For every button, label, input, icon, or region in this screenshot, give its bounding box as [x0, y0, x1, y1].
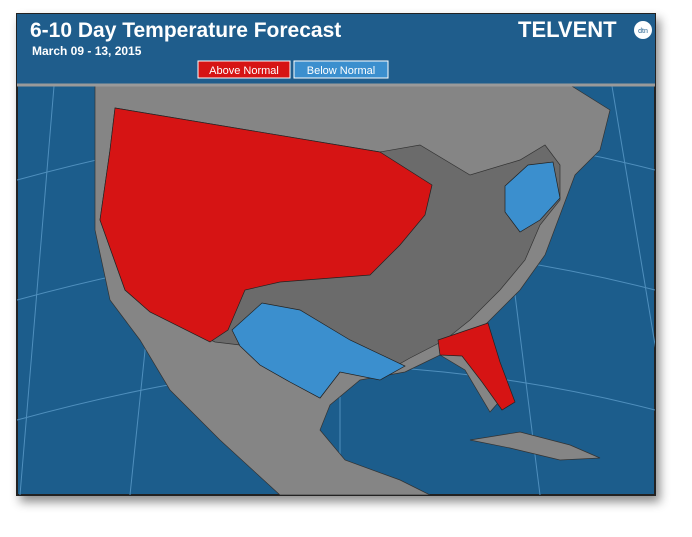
subtitle: March 09 - 13, 2015: [32, 44, 142, 58]
legend-label: Below Normal: [307, 65, 375, 77]
below-normal-south: [231, 302, 406, 399]
title: 6-10 Day Temperature Forecast: [30, 19, 341, 42]
legend-swatch-above: [197, 60, 291, 79]
below-normal-northeast: [504, 161, 561, 233]
above-normal-west: [99, 107, 433, 343]
logo-badge: [634, 21, 652, 39]
logo-badge-text: dtn: [638, 28, 648, 35]
cuba: [469, 431, 601, 461]
logo: TELVENT: [518, 17, 617, 42]
map: [17, 14, 655, 495]
legend-swatch-below: [293, 60, 389, 79]
legend-label: Above Normal: [209, 65, 279, 77]
above-normal-florida: [437, 322, 516, 411]
